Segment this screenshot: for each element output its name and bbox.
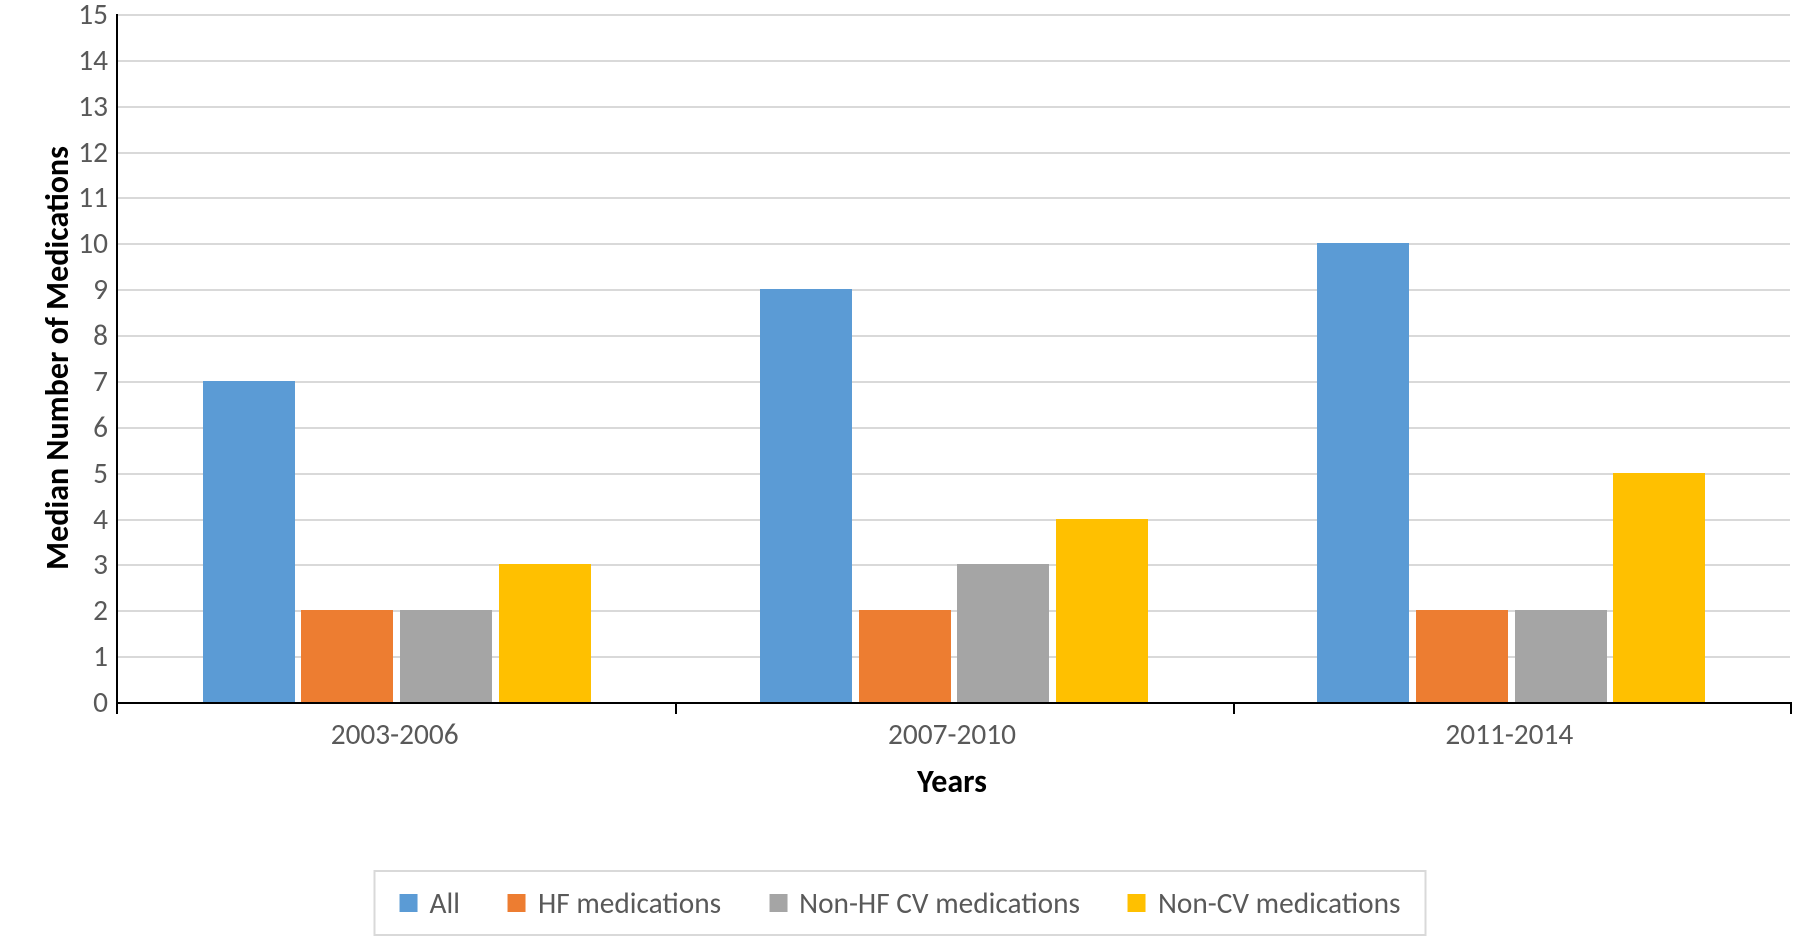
chart-container: Median Number of Medications Years AllHF… bbox=[0, 0, 1800, 936]
legend-item: HF medications bbox=[508, 885, 721, 921]
x-axis-title: Years bbox=[917, 762, 987, 801]
gridline bbox=[118, 243, 1790, 245]
y-tick-label: 1 bbox=[68, 638, 108, 674]
legend-label: All bbox=[430, 885, 460, 921]
y-tick-label: 6 bbox=[68, 409, 108, 445]
bar bbox=[1416, 610, 1508, 702]
y-tick-label: 2 bbox=[68, 592, 108, 628]
bar bbox=[859, 610, 951, 702]
gridline bbox=[118, 60, 1790, 62]
gridline bbox=[118, 564, 1790, 566]
bar bbox=[301, 610, 393, 702]
y-tick-label: 8 bbox=[68, 317, 108, 353]
category-tick bbox=[675, 702, 677, 714]
gridline bbox=[118, 427, 1790, 429]
y-tick-label: 7 bbox=[68, 363, 108, 399]
legend-swatch bbox=[1128, 894, 1146, 912]
legend-label: HF medications bbox=[538, 885, 721, 921]
gridline bbox=[118, 197, 1790, 199]
bar bbox=[1317, 243, 1409, 702]
legend-item: Non-CV medications bbox=[1128, 885, 1400, 921]
legend: All HF medications Non-HF CV medications No… bbox=[374, 870, 1427, 936]
plot-area bbox=[116, 14, 1790, 704]
gridline bbox=[118, 106, 1790, 108]
gridline bbox=[118, 381, 1790, 383]
y-tick-label: 13 bbox=[68, 88, 108, 124]
gridline bbox=[118, 519, 1790, 521]
legend-swatch bbox=[400, 894, 418, 912]
gridline bbox=[118, 289, 1790, 291]
category-tick bbox=[1790, 702, 1792, 714]
y-tick-label: 0 bbox=[68, 684, 108, 720]
bar bbox=[499, 564, 591, 702]
x-tick-label: 2007-2010 bbox=[888, 716, 1016, 752]
gridline bbox=[118, 14, 1790, 16]
legend-label: Non-HF CV medications bbox=[799, 885, 1080, 921]
y-tick-label: 12 bbox=[68, 134, 108, 170]
gridline bbox=[118, 152, 1790, 154]
y-tick-label: 11 bbox=[68, 179, 108, 215]
legend-item: All bbox=[400, 885, 460, 921]
bar bbox=[1515, 610, 1607, 702]
gridline bbox=[118, 473, 1790, 475]
category-tick bbox=[1233, 702, 1235, 714]
y-tick-label: 3 bbox=[68, 546, 108, 582]
bar bbox=[1613, 473, 1705, 702]
bar bbox=[760, 289, 852, 702]
y-tick-label: 5 bbox=[68, 455, 108, 491]
legend-label: Non-CV medications bbox=[1158, 885, 1400, 921]
y-tick-label: 4 bbox=[68, 501, 108, 537]
x-tick-label: 2003-2006 bbox=[331, 716, 459, 752]
bar bbox=[400, 610, 492, 702]
y-tick-label: 14 bbox=[68, 42, 108, 78]
legend-swatch bbox=[508, 894, 526, 912]
bar bbox=[1056, 519, 1148, 702]
bar bbox=[203, 381, 295, 702]
category-tick-start bbox=[116, 702, 118, 714]
gridline bbox=[118, 335, 1790, 337]
x-tick-label: 2011-2014 bbox=[1445, 716, 1573, 752]
legend-item: Non-HF CV medications bbox=[769, 885, 1080, 921]
y-tick-label: 9 bbox=[68, 271, 108, 307]
bar bbox=[957, 564, 1049, 702]
y-tick-label: 15 bbox=[68, 0, 108, 32]
y-tick-label: 10 bbox=[68, 225, 108, 261]
legend-swatch bbox=[769, 894, 787, 912]
